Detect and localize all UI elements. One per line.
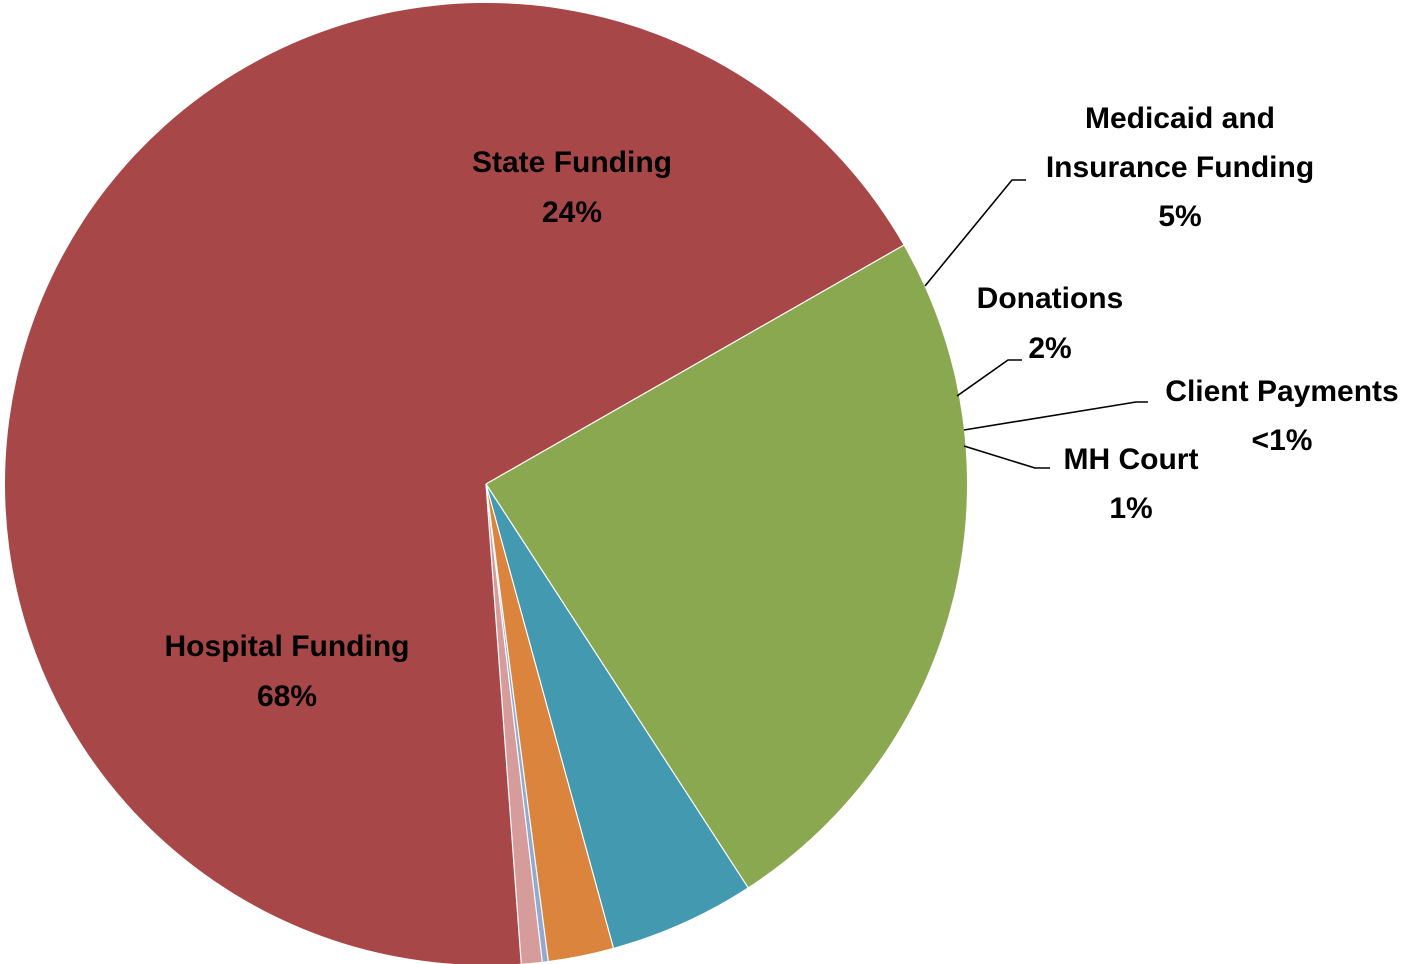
slice-hospital-funding [5,3,904,964]
slice-separator [485,483,614,948]
label-hospital-funding: Hospital Funding [165,630,410,663]
label-medicaid-line2: Insurance Funding [1046,151,1314,184]
leader-mh-court [963,445,1050,469]
leader-lines [924,179,1148,469]
leader-medicaid [924,179,1026,287]
slice-separator [485,483,522,964]
label-donations: Donations [977,282,1124,315]
percent-medicaid: 5% [1158,200,1201,233]
slice-medicaid-and-insurance-funding [486,484,748,948]
slice-state-funding [486,245,967,888]
pie-slices [5,3,967,964]
percent-state-funding: 24% [542,196,602,229]
percent-mh-court: 1% [1109,492,1152,525]
label-medicaid-line1: Medicaid and [1085,102,1275,135]
leader-donations [956,359,1022,397]
label-mh-court: MH Court [1064,443,1199,476]
label-client-payments: Client Payments [1165,375,1398,408]
percent-donations: 2% [1028,332,1071,365]
leader-client-payments [963,401,1148,431]
label-state-funding: State Funding [472,146,672,179]
slice-separator [485,483,549,962]
slice-donations [486,484,614,961]
slice-separator [485,483,543,962]
percent-client-payments: <1% [1252,424,1313,457]
slice-separator [485,483,749,888]
slice-separator [485,244,904,485]
percent-hospital-funding: 68% [257,680,317,713]
